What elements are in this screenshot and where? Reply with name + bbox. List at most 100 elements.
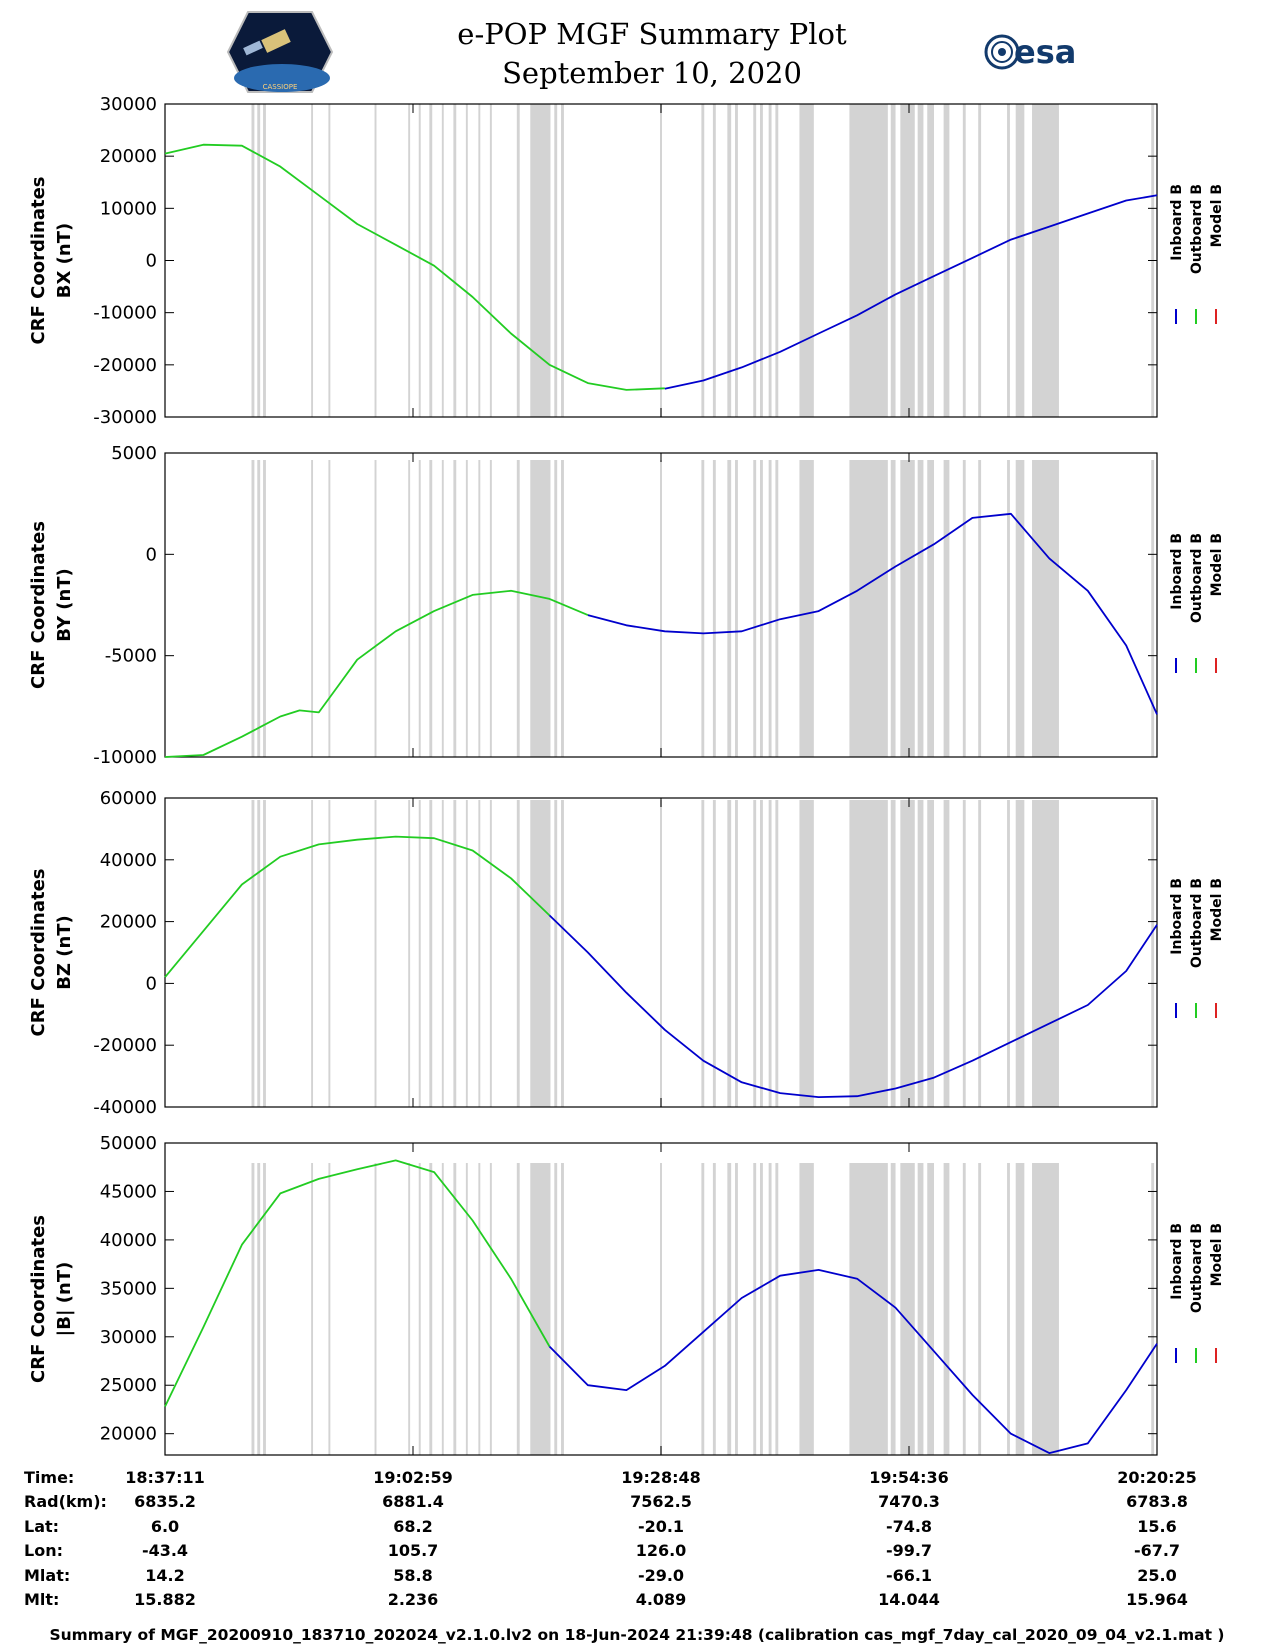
y-tick-label: 25000 xyxy=(100,1375,157,1396)
shade-bar xyxy=(927,460,934,757)
info-row-label: Mlt: xyxy=(24,1590,59,1609)
panels: -30000 -20000 -10000 0 10000 20000 30000 CRF Co… xyxy=(28,94,1225,1456)
info-cell: 14.044 xyxy=(878,1590,940,1609)
legend-label-outboard: Outboard B xyxy=(1189,878,1205,968)
info-cell: 7562.5 xyxy=(630,1492,692,1511)
info-cell: 2.236 xyxy=(388,1590,439,1609)
y-tick-label: 0 xyxy=(146,251,157,272)
shade-bar xyxy=(660,104,662,417)
shade-bar xyxy=(1007,460,1010,757)
shade-bar xyxy=(727,800,732,1107)
shade-bar xyxy=(1151,460,1155,757)
shade-bar xyxy=(768,460,772,757)
info-cell: 58.8 xyxy=(393,1566,432,1585)
shade-bar xyxy=(489,800,492,1107)
y-tick-label: 5000 xyxy=(111,443,157,464)
y-axis-label-line1: CRF Coordinates xyxy=(28,177,49,345)
info-cell: 20:20:25 xyxy=(1117,1468,1197,1487)
panel-4: 20000 25000 30000 35000 40000 45000 50000 CRF C… xyxy=(28,1133,1225,1456)
shade-bar xyxy=(1032,460,1059,757)
shade-bar xyxy=(775,460,779,757)
info-cell: -74.8 xyxy=(886,1517,932,1536)
shade-bar xyxy=(962,104,966,417)
legend: Inboard B Outboard B Model B xyxy=(1169,878,1225,1018)
shade-bar xyxy=(561,1163,564,1455)
shade-bar xyxy=(917,1163,924,1455)
shade-bar xyxy=(257,460,261,757)
series-line-outboard-b xyxy=(164,1159,551,1407)
plot-date: September 10, 2020 xyxy=(502,56,802,90)
shade-bar xyxy=(900,104,915,417)
shade-bar xyxy=(374,104,377,417)
info-cell: -29.0 xyxy=(638,1566,684,1585)
legend-label-outboard: Outboard B xyxy=(1189,1223,1205,1313)
y-axis-label-line2: BY (nT) xyxy=(54,568,75,642)
shade-bar xyxy=(408,800,411,1107)
shade-bar xyxy=(943,800,950,1107)
footer-caption: Summary of MGF_20200910_183710_202024_v2… xyxy=(49,1626,1224,1644)
shade-bar xyxy=(263,460,266,757)
shade-bar xyxy=(453,800,457,1107)
plot-title: e-POP MGF Summary Plot xyxy=(457,17,847,51)
panel-3: -40000 -20000 0 20000 40000 60000 CRF Coordina… xyxy=(28,788,1225,1118)
shade-bar xyxy=(775,104,779,417)
y-axis-label-line2: |B| (nT) xyxy=(54,1262,75,1337)
shade-bar xyxy=(311,104,314,417)
shade-bar xyxy=(799,800,814,1107)
shade-bar xyxy=(701,460,705,757)
shade-bars xyxy=(251,104,1155,417)
shade-bar xyxy=(1032,800,1059,1107)
info-table: Time: Rad(km): Lat: Lon: Mlat: Mlt: 18:37:11 68… xyxy=(24,1468,1197,1609)
shade-bar xyxy=(418,800,421,1107)
shade-bar xyxy=(328,460,331,757)
esa-logo-text: esa xyxy=(1014,33,1076,71)
shade-bar xyxy=(927,800,934,1107)
legend-label-model: Model B xyxy=(1209,533,1225,596)
y-tick-label: 20000 xyxy=(100,146,157,167)
shade-bar xyxy=(900,1163,915,1455)
shade-bar xyxy=(735,460,738,757)
shade-bar xyxy=(257,1163,261,1455)
y-axis-label-line2: BX (nT) xyxy=(54,223,75,298)
shade-bar xyxy=(328,800,331,1107)
shade-bar xyxy=(735,800,738,1107)
y-tick-label: -10000 xyxy=(93,747,157,768)
shade-bar xyxy=(561,800,564,1107)
shade-bar xyxy=(489,460,492,757)
shade-bar xyxy=(478,800,481,1107)
shade-bar xyxy=(799,104,814,417)
shade-bar xyxy=(1015,460,1025,757)
info-cell: 19:28:48 xyxy=(621,1468,701,1487)
shade-bar xyxy=(554,800,558,1107)
shade-bar xyxy=(943,104,950,417)
shade-bar xyxy=(478,1163,481,1455)
shade-bar xyxy=(768,1163,772,1455)
info-row-label: Time: xyxy=(24,1468,74,1487)
shade-bars xyxy=(251,1163,1155,1455)
shade-bar xyxy=(257,104,261,417)
legend-label-model: Model B xyxy=(1209,184,1225,247)
shade-bar xyxy=(768,800,772,1107)
info-cell: -67.7 xyxy=(1134,1541,1180,1560)
shade-bar xyxy=(660,460,662,757)
shade-bar xyxy=(1015,1163,1025,1455)
y-tick-label: 0 xyxy=(146,973,157,994)
series-line-outboard-b xyxy=(164,835,551,978)
shade-bar xyxy=(489,1163,492,1455)
shade-bar xyxy=(516,460,520,757)
series-line-inboard-b xyxy=(664,194,1158,390)
legend: Inboard B Outboard B Model B xyxy=(1169,184,1225,324)
shade-bar xyxy=(917,460,924,757)
shade-bar xyxy=(429,460,433,757)
info-cell: -99.7 xyxy=(886,1541,932,1560)
shade-bar xyxy=(775,800,779,1107)
shade-bar xyxy=(760,104,763,417)
shade-bar xyxy=(735,104,738,417)
shade-bar xyxy=(408,1163,411,1455)
info-cell: 6881.4 xyxy=(382,1492,444,1511)
shade-bar xyxy=(465,800,468,1107)
shade-bar xyxy=(1007,1163,1010,1455)
shade-bar xyxy=(701,1163,705,1455)
info-cell: 6783.8 xyxy=(1126,1492,1188,1511)
shade-bar xyxy=(465,104,468,417)
